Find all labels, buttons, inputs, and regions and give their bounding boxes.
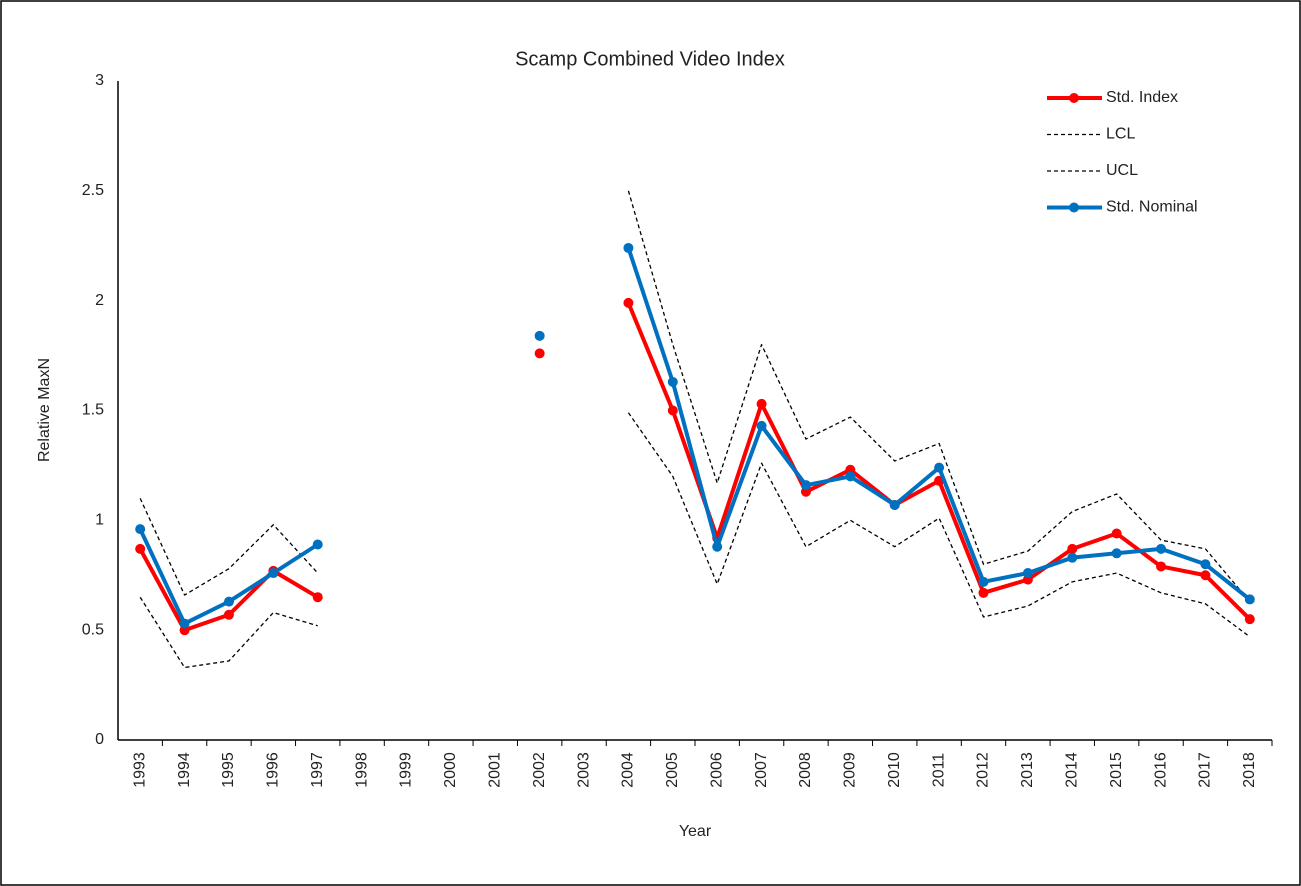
- point: [1111, 528, 1122, 539]
- x-tick-label: 1999: [398, 752, 415, 788]
- y-tick-label: 1: [95, 512, 104, 529]
- y-tick-label: 3: [95, 72, 104, 89]
- x-tick-label: 1996: [265, 752, 282, 788]
- legend-label: UCL: [1106, 162, 1138, 179]
- point: [135, 543, 146, 554]
- x-tick-label: 2012: [975, 752, 992, 788]
- legend-label: Std. Index: [1106, 89, 1178, 106]
- point: [667, 405, 678, 416]
- y-tick-label: 2: [95, 292, 104, 309]
- x-tick-label: 2015: [1108, 752, 1125, 788]
- point: [312, 592, 323, 603]
- x-tick-label: 2018: [1241, 752, 1258, 788]
- point: [534, 330, 545, 341]
- x-tick-label: 2008: [797, 752, 814, 788]
- point: [1244, 614, 1255, 625]
- point: [978, 576, 989, 587]
- x-tick-label: 2014: [1063, 752, 1080, 788]
- point: [1067, 543, 1078, 554]
- point: [1067, 552, 1078, 563]
- point: [756, 398, 767, 409]
- point: [268, 568, 279, 579]
- x-tick-label: 1994: [176, 752, 193, 788]
- x-tick-label: 1998: [353, 752, 370, 788]
- x-tick-label: 2003: [575, 752, 592, 788]
- point: [534, 348, 545, 359]
- x-tick-label: 1993: [131, 752, 148, 788]
- point: [712, 541, 723, 552]
- x-tick-label: 2005: [664, 752, 681, 788]
- point: [223, 596, 234, 607]
- legend-marker: [1069, 202, 1079, 213]
- series-line: [139, 190, 1251, 603]
- point: [1156, 543, 1167, 554]
- x-axis-label: Year: [679, 823, 712, 840]
- legend-label: Std. Nominal: [1106, 199, 1198, 216]
- point: [756, 420, 767, 431]
- point: [889, 499, 900, 510]
- x-tick-label: 2010: [886, 752, 903, 788]
- point: [934, 462, 945, 473]
- point: [978, 587, 989, 598]
- x-tick-label: 2004: [620, 752, 637, 788]
- point: [845, 471, 856, 482]
- point: [312, 539, 323, 550]
- point: [623, 242, 634, 253]
- point: [179, 618, 190, 629]
- x-tick-label: 2017: [1197, 752, 1214, 788]
- x-tick-label: 2016: [1152, 752, 1169, 788]
- x-tick-label: 2013: [1019, 752, 1036, 788]
- y-tick-label: 1.5: [82, 402, 104, 419]
- legend-label: LCL: [1106, 126, 1135, 143]
- x-tick-label: 2002: [531, 752, 548, 788]
- point: [1200, 559, 1211, 570]
- x-tick-label: 2007: [753, 752, 770, 788]
- legend-marker: [1069, 93, 1079, 103]
- point: [1156, 561, 1167, 572]
- y-axis-label: Relative MaxN: [36, 358, 53, 462]
- series-line: [139, 412, 1251, 669]
- x-tick-label: 2011: [930, 753, 947, 788]
- point: [1200, 570, 1211, 581]
- point: [667, 376, 678, 387]
- point: [1111, 548, 1122, 559]
- x-tick-label: 1995: [220, 752, 237, 788]
- point: [1244, 594, 1255, 605]
- y-tick-label: 0.5: [82, 621, 104, 638]
- y-tick-label: 0: [95, 731, 104, 748]
- y-tick-label: 2.5: [82, 182, 104, 199]
- x-tick-label: 2001: [486, 752, 503, 788]
- x-tick-label: 1997: [309, 752, 326, 788]
- x-tick-label: 2006: [708, 752, 725, 788]
- chart-title: Scamp Combined Video Index: [515, 48, 785, 70]
- point: [800, 480, 811, 491]
- point: [135, 524, 146, 535]
- point: [1022, 568, 1033, 579]
- x-tick-label: 2000: [442, 752, 459, 788]
- point: [623, 297, 634, 308]
- x-tick-label: 2009: [842, 752, 859, 788]
- point: [223, 609, 234, 620]
